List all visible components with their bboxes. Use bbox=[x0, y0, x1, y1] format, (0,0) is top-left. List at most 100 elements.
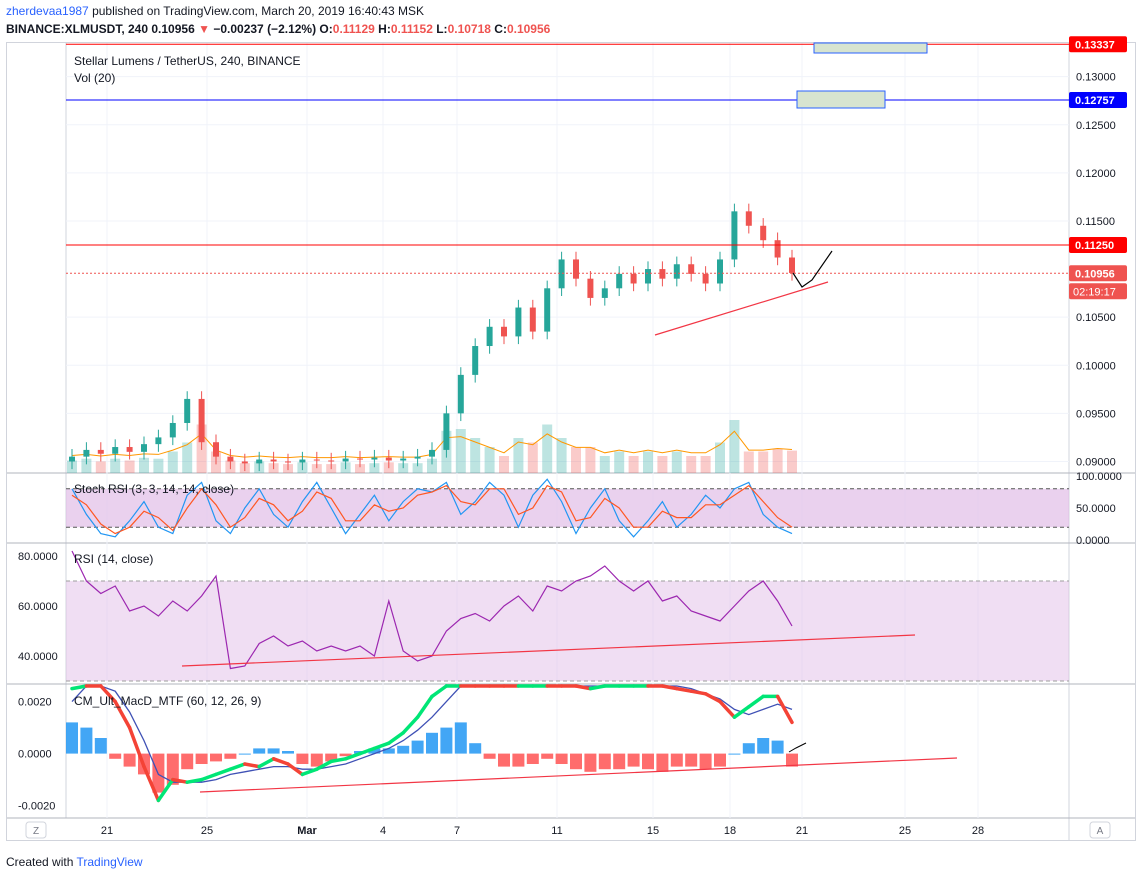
price-level-label: 0.13337 bbox=[1075, 39, 1115, 51]
price-tick-label: 0.12500 bbox=[1076, 120, 1116, 132]
price-tick-label: 0.13000 bbox=[1076, 72, 1116, 84]
macd-hist-bar bbox=[310, 753, 323, 767]
volume-bar bbox=[542, 424, 553, 473]
z-button[interactable] bbox=[25, 821, 47, 839]
macd-line-segment bbox=[156, 777, 175, 803]
macd-line-segment bbox=[329, 757, 348, 764]
macd-tick-label: 0.0000 bbox=[18, 749, 52, 761]
x-tick-label: 18 bbox=[724, 825, 736, 837]
target-box-upper[interactable] bbox=[813, 42, 928, 54]
candle-body bbox=[587, 278, 594, 298]
candle-body bbox=[285, 461, 291, 463]
volume-bar bbox=[628, 456, 639, 473]
volume-bar bbox=[643, 451, 653, 473]
stoch-tick-label: 50.0000 bbox=[1076, 503, 1116, 515]
macd-line-segment bbox=[387, 731, 405, 745]
macd-hist-bar bbox=[512, 753, 525, 767]
candle-body bbox=[169, 422, 176, 438]
macd-line-segment bbox=[243, 762, 261, 769]
volume-bar bbox=[614, 451, 625, 473]
candle-body bbox=[184, 398, 191, 423]
macd-hist-bar bbox=[526, 753, 539, 764]
macd-line-segment bbox=[401, 715, 420, 735]
macd-line-segment bbox=[689, 689, 708, 696]
macd-hist-bar bbox=[339, 753, 352, 757]
candle-body bbox=[342, 458, 349, 462]
macd-line-segment bbox=[703, 692, 722, 704]
tradingview-logo[interactable]: TradingView bbox=[76, 855, 143, 869]
macd-line-segment bbox=[415, 694, 434, 719]
down-arrow-icon: ▼ bbox=[198, 22, 210, 36]
macd-line-segment bbox=[228, 762, 247, 771]
candle-body bbox=[443, 413, 450, 450]
macd-hist-bar bbox=[642, 753, 654, 770]
macd-hist-bar bbox=[541, 753, 554, 759]
chart-canvas[interactable]: 0.13337 0.12757 0.11250 0.10956 02:19:17 Stel… bbox=[0, 0, 1139, 850]
macd-hist-bar bbox=[454, 722, 467, 754]
volume-bar bbox=[772, 448, 783, 473]
macd-hist-bar bbox=[109, 753, 122, 759]
price-tick-label: 0.10500 bbox=[1076, 312, 1116, 324]
volume-bar bbox=[657, 456, 668, 473]
macd-line-segment bbox=[588, 684, 607, 691]
candle-body bbox=[155, 437, 162, 445]
stoch-tick-label: 100.0000 bbox=[1076, 471, 1122, 483]
candle-body bbox=[126, 447, 133, 452]
macd-line-segment bbox=[70, 684, 89, 691]
macd-hist-bar bbox=[440, 727, 453, 754]
close-value: 0.10956 bbox=[506, 22, 551, 36]
author-link[interactable]: zherdevaa1987 bbox=[6, 4, 89, 18]
volume-bar bbox=[81, 458, 92, 473]
candle-body bbox=[313, 459, 320, 461]
price-tick-label: 0.09500 bbox=[1076, 408, 1116, 420]
rsi-trendline[interactable] bbox=[181, 634, 916, 667]
macd-line-segment bbox=[300, 767, 319, 777]
macd-hist-bar bbox=[411, 740, 424, 754]
volume-bar bbox=[124, 460, 135, 473]
candle-body bbox=[472, 346, 479, 375]
macd-hist-bar bbox=[368, 748, 381, 754]
macd-hist-bar bbox=[714, 753, 726, 767]
volume-bar bbox=[743, 451, 754, 473]
candle-body bbox=[198, 398, 205, 443]
candle-body bbox=[745, 211, 752, 226]
macd-mark[interactable] bbox=[788, 742, 807, 753]
projection-path[interactable] bbox=[792, 250, 833, 288]
macd-hist-bar bbox=[570, 753, 582, 770]
volume-bar bbox=[527, 442, 538, 473]
target-box-lower[interactable] bbox=[796, 90, 886, 109]
macd-hist-bar bbox=[426, 732, 438, 754]
candle-body bbox=[529, 307, 536, 332]
x-tick-label: 15 bbox=[647, 825, 659, 837]
candle-body bbox=[501, 326, 507, 337]
candle-body bbox=[213, 442, 219, 457]
macd-line-segment bbox=[372, 741, 391, 751]
auto-scale-button[interactable] bbox=[1089, 821, 1111, 839]
macd-hist-bar bbox=[210, 753, 222, 762]
macd-line-segment bbox=[358, 746, 377, 756]
macd-line-segment bbox=[574, 684, 593, 691]
macd-line-segment bbox=[113, 699, 132, 730]
candle-body bbox=[673, 264, 680, 279]
macd-trendline[interactable] bbox=[199, 757, 958, 793]
candle-body bbox=[69, 456, 75, 462]
macd-hist-bar bbox=[757, 738, 770, 754]
macd-hist-bar bbox=[742, 743, 755, 754]
macd-hist-bar bbox=[224, 753, 237, 759]
volume-label: Vol (20) bbox=[74, 71, 115, 85]
rsi-title: RSI (14, close) bbox=[74, 552, 153, 566]
price-trendline[interactable] bbox=[654, 281, 829, 336]
last-price: 0.10956 bbox=[151, 22, 195, 36]
macd-hist-bar bbox=[296, 753, 309, 764]
macd-line-segment bbox=[142, 764, 161, 803]
price-level-tag bbox=[1069, 237, 1127, 254]
candle-body bbox=[371, 457, 378, 460]
volume-bar bbox=[95, 461, 106, 473]
zoom-z-label: Z bbox=[33, 826, 39, 837]
macd-hist-bar bbox=[238, 753, 251, 755]
symbol-label: BINANCE:XLMUSDT, 240 bbox=[6, 22, 149, 36]
volume-bar bbox=[427, 458, 437, 473]
price-tick-label: 0.10000 bbox=[1076, 360, 1116, 372]
candle-body bbox=[112, 447, 119, 454]
x-tick-label: 25 bbox=[201, 825, 213, 837]
